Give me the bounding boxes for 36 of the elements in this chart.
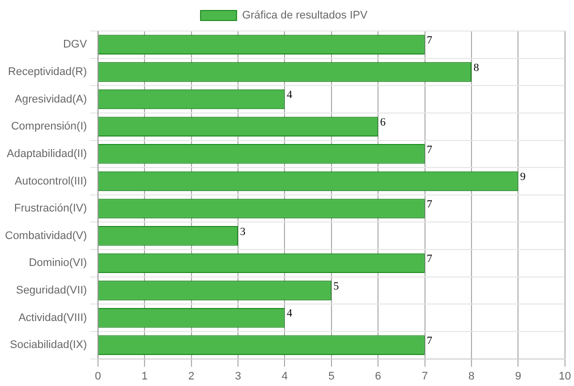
data-label: 9 <box>520 171 526 184</box>
y-tick-label: Receptividad(R) <box>8 66 87 78</box>
data-label: 4 <box>286 89 293 102</box>
x-tick-label: 0 <box>94 370 101 382</box>
y-tick-label: Frustración(IV) <box>14 202 87 215</box>
data-label: 7 <box>426 198 433 210</box>
data-label: 7 <box>426 144 433 156</box>
x-tick-label: 2 <box>188 370 194 382</box>
data-label: 5 <box>333 280 340 292</box>
y-tick-label: Comprensión(I) <box>11 120 87 133</box>
y-tick-label: Autocontrol(III) <box>14 175 87 188</box>
x-tick-label: 9 <box>515 370 522 382</box>
x-tick-label: 5 <box>328 370 334 382</box>
y-tick-label: Seguridad(VII) <box>16 284 87 297</box>
data-label: 3 <box>240 226 246 238</box>
data-label: 7 <box>426 253 433 266</box>
data-label: 7 <box>426 34 433 47</box>
y-tick-label: Combatividad(V) <box>5 230 87 242</box>
data-label: 6 <box>380 116 386 128</box>
x-tick-label: 10 <box>558 370 572 382</box>
data-label: 7 <box>426 335 433 348</box>
x-tick-label: 3 <box>234 370 242 382</box>
y-tick-label: Sociabilidad(IX) <box>10 339 87 352</box>
x-tick-label: 7 <box>422 370 428 382</box>
x-tick-label: 4 <box>282 370 288 382</box>
data-label: 4 <box>286 308 293 320</box>
legend-label: Gráfica de resultados IPV <box>242 10 368 22</box>
x-tick-label: 6 <box>375 370 382 382</box>
data-label: 8 <box>473 62 480 74</box>
y-tick-label: Agresividad(A) <box>14 93 87 106</box>
y-tick-label: Dominio(VI) <box>28 257 87 270</box>
y-tick-label: Adaptabilidad(II) <box>6 148 87 160</box>
y-tick-label: DGV <box>63 38 88 51</box>
x-tick-label: 1 <box>142 370 148 382</box>
y-tick-label: Actividad(VIII) <box>18 312 87 324</box>
x-tick-label: 8 <box>468 370 475 382</box>
